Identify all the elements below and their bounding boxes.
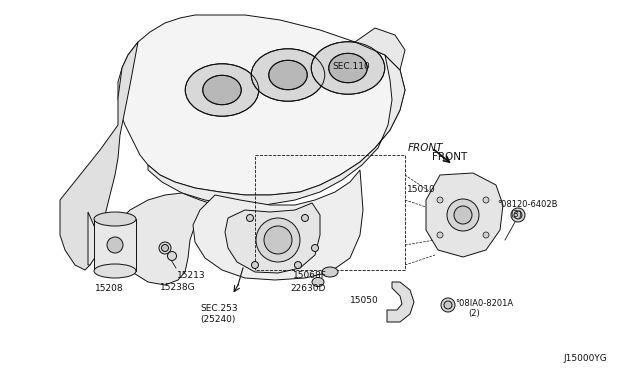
Text: SEC.110: SEC.110 xyxy=(332,62,370,71)
Ellipse shape xyxy=(203,75,241,105)
Text: 15010: 15010 xyxy=(407,185,436,194)
Ellipse shape xyxy=(483,197,489,203)
Text: J15000YG: J15000YG xyxy=(563,354,607,363)
Ellipse shape xyxy=(185,64,259,116)
Polygon shape xyxy=(94,219,136,271)
Ellipse shape xyxy=(444,301,452,309)
Ellipse shape xyxy=(437,232,443,238)
Polygon shape xyxy=(88,193,215,285)
Polygon shape xyxy=(148,55,405,205)
Text: SEC.253: SEC.253 xyxy=(200,304,237,313)
Ellipse shape xyxy=(294,262,301,269)
Polygon shape xyxy=(426,173,503,257)
Ellipse shape xyxy=(329,53,367,83)
Text: 15208: 15208 xyxy=(95,284,124,293)
Ellipse shape xyxy=(159,242,171,254)
Ellipse shape xyxy=(161,244,168,251)
Text: FRONT: FRONT xyxy=(432,152,467,162)
Ellipse shape xyxy=(264,226,292,254)
Ellipse shape xyxy=(94,212,136,226)
Polygon shape xyxy=(118,15,405,195)
Ellipse shape xyxy=(322,267,338,277)
Ellipse shape xyxy=(168,251,177,260)
Text: 15068F: 15068F xyxy=(293,271,327,280)
Ellipse shape xyxy=(437,197,443,203)
Polygon shape xyxy=(355,28,405,70)
Text: (25240): (25240) xyxy=(200,315,236,324)
Ellipse shape xyxy=(312,244,319,251)
Ellipse shape xyxy=(246,215,253,221)
Ellipse shape xyxy=(301,215,308,221)
Polygon shape xyxy=(193,170,363,280)
Ellipse shape xyxy=(454,206,472,224)
Polygon shape xyxy=(225,203,320,273)
Text: 15213: 15213 xyxy=(177,271,205,280)
Ellipse shape xyxy=(441,298,455,312)
Ellipse shape xyxy=(483,232,489,238)
Ellipse shape xyxy=(252,262,259,269)
Ellipse shape xyxy=(311,42,385,94)
Text: °08IA0-8201A: °08IA0-8201A xyxy=(455,299,513,308)
Ellipse shape xyxy=(252,49,324,101)
Text: °08120-6402B: °08120-6402B xyxy=(497,200,557,209)
Text: (3): (3) xyxy=(510,210,522,219)
Ellipse shape xyxy=(447,199,479,231)
Ellipse shape xyxy=(269,60,307,90)
Ellipse shape xyxy=(514,211,522,219)
Ellipse shape xyxy=(94,264,136,278)
Ellipse shape xyxy=(511,208,525,222)
Text: 15238G: 15238G xyxy=(160,283,196,292)
Ellipse shape xyxy=(256,218,300,262)
Ellipse shape xyxy=(312,278,324,286)
Text: (2): (2) xyxy=(468,309,480,318)
Text: 22630D: 22630D xyxy=(290,284,325,293)
Text: 15050: 15050 xyxy=(350,296,379,305)
Polygon shape xyxy=(60,42,138,270)
Polygon shape xyxy=(387,282,414,322)
Text: FRONT: FRONT xyxy=(408,143,444,153)
Ellipse shape xyxy=(107,237,123,253)
